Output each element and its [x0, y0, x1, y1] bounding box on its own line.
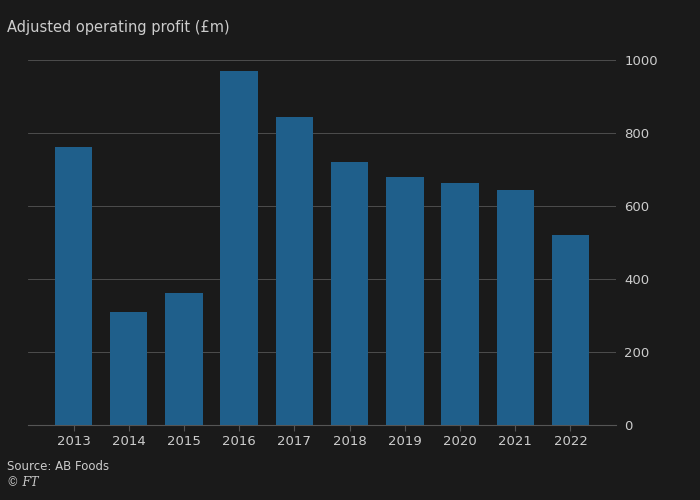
Bar: [165, 293, 203, 425]
Bar: [552, 235, 589, 425]
Bar: [441, 184, 479, 425]
Bar: [110, 312, 148, 425]
Bar: [386, 177, 424, 425]
Bar: [220, 71, 258, 425]
Text: Source: AB Foods: Source: AB Foods: [7, 460, 109, 472]
Text: © FT: © FT: [7, 476, 38, 489]
Bar: [496, 190, 534, 425]
Text: Adjusted operating profit (£m): Adjusted operating profit (£m): [7, 20, 230, 35]
Bar: [55, 147, 92, 425]
Bar: [331, 162, 368, 425]
Bar: [276, 118, 313, 425]
